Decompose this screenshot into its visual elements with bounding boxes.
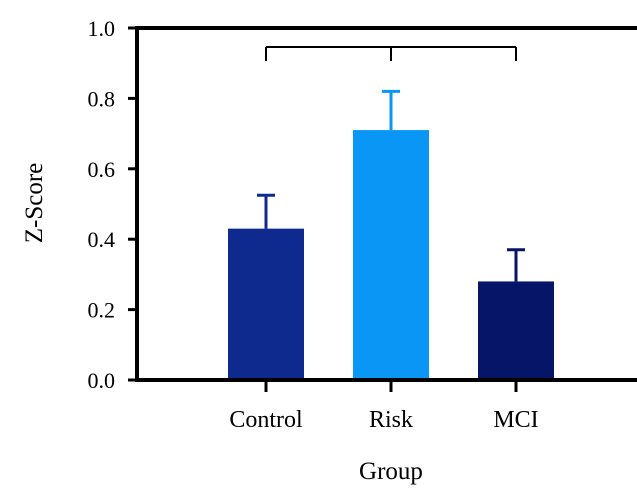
plot-area: 0.0 0.2 0.4 0.6 0.8 1.0 Control Risk MCI — [88, 16, 637, 433]
y-tick-label: 1.0 — [88, 16, 116, 41]
y-tick-label: 0.0 — [88, 368, 116, 393]
bar-mci — [478, 281, 554, 380]
x-tick-label-mci: MCI — [493, 407, 538, 433]
y-tick-label: 0.2 — [88, 298, 116, 323]
y-tick-label: 0.4 — [88, 227, 116, 252]
x-axis-title: Group — [359, 458, 423, 485]
y-tick-label: 0.6 — [88, 157, 116, 182]
y-axis-title: Z-Score — [21, 163, 48, 244]
bar-risk — [353, 130, 429, 380]
x-tick-label-control: Control — [229, 407, 303, 433]
y-tick-label: 0.8 — [88, 86, 116, 111]
x-tick-label-risk: Risk — [369, 407, 413, 433]
bar-control — [228, 228, 304, 380]
